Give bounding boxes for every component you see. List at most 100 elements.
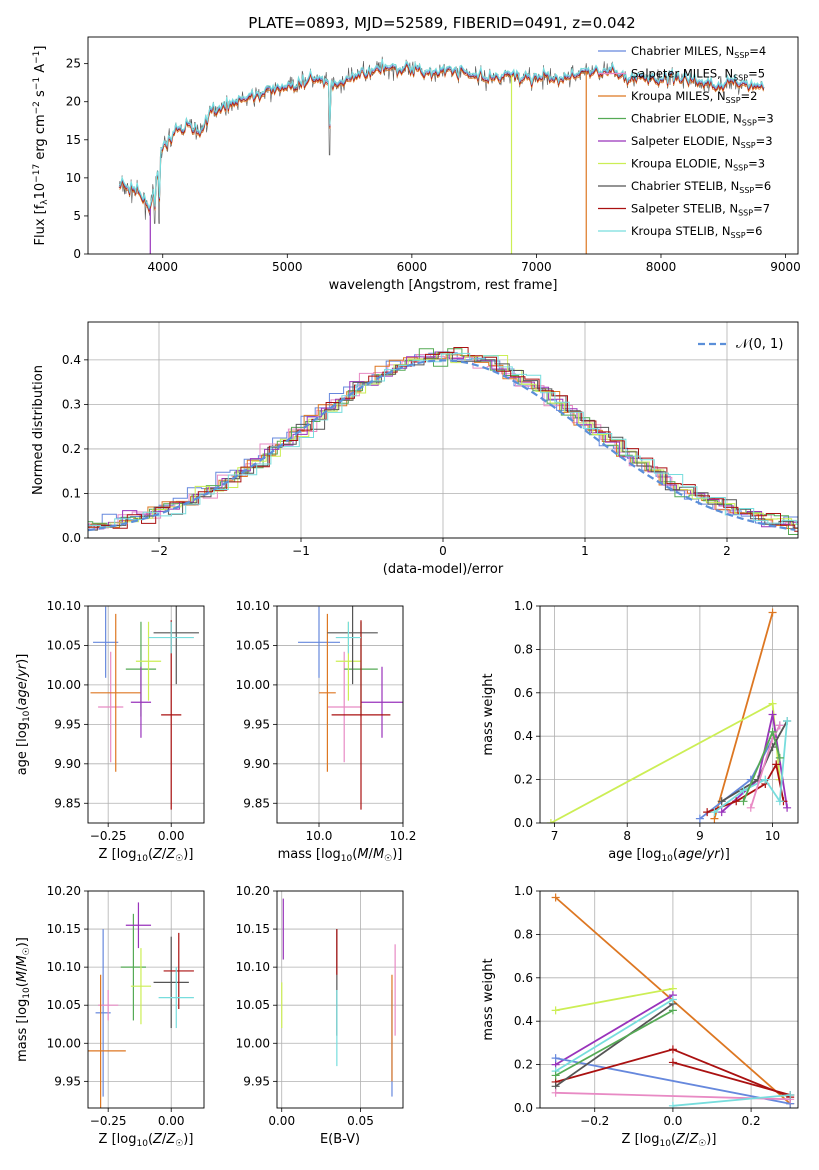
errorbar-point bbox=[130, 948, 152, 1025]
x-tick-label: 8 bbox=[623, 829, 631, 843]
errorbar-point bbox=[88, 974, 126, 1108]
y-tick-label: 10.00 bbox=[47, 678, 81, 692]
weight-marker bbox=[668, 1045, 677, 1054]
y-tick-label: 9.90 bbox=[54, 757, 81, 771]
weight-marker bbox=[695, 814, 704, 823]
y-tick-label: 10.00 bbox=[47, 1036, 81, 1050]
age_vs_Z-axes: −0.25 0.00 9.85 9.90 9.95 10.00 10.05 10.10 bbox=[47, 599, 204, 843]
errorbar-point bbox=[98, 651, 124, 763]
errorbar-point bbox=[148, 621, 194, 654]
y-tick-label: 10.05 bbox=[236, 998, 270, 1012]
x-tick-label: −0.25 bbox=[90, 829, 127, 843]
x-tick-label: 6000 bbox=[397, 260, 428, 274]
y-tick-label: 5 bbox=[73, 209, 81, 223]
x-tick-label: 7 bbox=[551, 829, 559, 843]
normal-legend-label: 𝒩(0, 1) bbox=[736, 337, 783, 352]
x-tick-label: 0.00 bbox=[268, 1114, 295, 1128]
weight-line bbox=[555, 1057, 791, 1105]
y-tick-label: 10.05 bbox=[47, 998, 81, 1012]
weight-marker bbox=[739, 786, 748, 795]
spectrum-lines bbox=[118, 56, 765, 254]
weight-line bbox=[672, 1094, 791, 1107]
mass_vs_ebv-axes: 0.00 0.05 9.95 10.00 10.05 10.10 10.15 10.20 bbox=[236, 884, 403, 1128]
weight-line bbox=[555, 987, 674, 1012]
errorbar-point bbox=[158, 967, 194, 1029]
x-tick-label: 10.2 bbox=[390, 829, 417, 843]
age_vs_mass-axes: 10.0 10.2 9.85 9.90 9.95 10.00 10.05 10.10 bbox=[236, 599, 417, 843]
x-tick-label: 0.2 bbox=[742, 1114, 761, 1128]
y-tick-label: 20 bbox=[66, 95, 81, 109]
mass_vs_Z-ylabel: mass [log10(M/M☉)] bbox=[15, 937, 32, 1062]
weight-line bbox=[555, 1009, 674, 1077]
mass_vs_ebv-xlabel: E(B-V) bbox=[320, 1132, 360, 1147]
weight_vs_Z-xlabel: Z [log10(Z/Z☉)] bbox=[622, 1132, 717, 1149]
weight-marker bbox=[761, 775, 770, 784]
y-tick-label: 0.2 bbox=[514, 773, 533, 787]
weight_vs_age-xlabel: age [log10(age/yr)] bbox=[608, 847, 730, 864]
x-tick-label: 10.0 bbox=[306, 829, 333, 843]
y-tick-label: 0.0 bbox=[62, 531, 81, 545]
residuals-frame bbox=[87, 321, 799, 539]
y-tick-label: 9.90 bbox=[243, 757, 270, 771]
errorbar-point bbox=[153, 936, 189, 1029]
age_vs_mass-xlabel: mass [log10(M/M☉)] bbox=[278, 847, 403, 864]
x-tick-label: −0.2 bbox=[580, 1114, 609, 1128]
x-tick-label: 9000 bbox=[770, 260, 801, 274]
errorbar-point bbox=[361, 666, 403, 738]
x-tick-label: 0.0 bbox=[663, 1114, 682, 1128]
legend-label: Salpeter STELIB, NSSP=7 bbox=[631, 202, 770, 218]
y-tick-label: 0.2 bbox=[514, 1058, 533, 1072]
residual-histogram bbox=[88, 347, 798, 532]
weight-marker bbox=[783, 717, 792, 726]
y-tick-label: 10.05 bbox=[47, 638, 81, 652]
age_vs_Z-frame bbox=[87, 605, 205, 824]
residuals-xlabel: (data-model)/error bbox=[383, 562, 504, 577]
weight-marker bbox=[775, 721, 784, 730]
age_vs_Z-xlabel: Z [log10(Z/Z☉)] bbox=[99, 847, 194, 864]
x-tick-label: 9 bbox=[696, 829, 704, 843]
weight-marker bbox=[739, 797, 748, 806]
errorbar-point bbox=[327, 651, 361, 763]
age_vs_Z-points bbox=[90, 606, 199, 810]
x-tick-label: 0.05 bbox=[347, 1114, 374, 1128]
x-tick-label: −1 bbox=[292, 544, 310, 558]
legend-label: Kroupa ELODIE, NSSP=3 bbox=[631, 157, 765, 173]
y-tick-label: 10.10 bbox=[47, 960, 81, 974]
errorbar-point bbox=[90, 613, 141, 772]
weight-marker bbox=[786, 1090, 795, 1099]
weight-marker bbox=[551, 1006, 560, 1015]
y-tick-label: 10.10 bbox=[47, 599, 81, 613]
mass_vs_Z-xlabel: Z [log10(Z/Z☉)] bbox=[99, 1132, 194, 1149]
x-tick-label: 2 bbox=[723, 544, 731, 558]
weight-marker bbox=[717, 808, 726, 817]
y-tick-label: 10.10 bbox=[236, 599, 270, 613]
errorbar-point bbox=[335, 621, 361, 654]
errorbar-point bbox=[130, 666, 152, 738]
y-tick-label: 10.00 bbox=[236, 1036, 270, 1050]
weight-marker bbox=[668, 1058, 677, 1067]
x-tick-label: 1 bbox=[581, 544, 589, 558]
errorbar-point bbox=[125, 902, 152, 949]
y-tick-label: 0.4 bbox=[514, 1014, 533, 1028]
y-tick-label: 9.95 bbox=[243, 1074, 270, 1088]
y-tick-label: 10 bbox=[66, 171, 81, 185]
x-tick-label: 10 bbox=[765, 829, 780, 843]
weight-line bbox=[555, 998, 674, 1072]
y-tick-label: 10.15 bbox=[47, 922, 81, 936]
weight-line bbox=[550, 702, 781, 823]
y-tick-label: 0.0 bbox=[514, 816, 533, 830]
y-tick-label: 10.15 bbox=[236, 922, 270, 936]
y-tick-label: 0.2 bbox=[62, 442, 81, 456]
x-tick-label: −2 bbox=[150, 544, 168, 558]
weight_vs_Z-series bbox=[551, 893, 795, 1108]
y-tick-label: 9.95 bbox=[54, 1074, 81, 1088]
spectrum-frame bbox=[87, 36, 799, 255]
weight-marker bbox=[775, 753, 784, 762]
legend-label: Chabrier ELODIE, NSSP=3 bbox=[631, 112, 774, 128]
weight-marker bbox=[768, 710, 777, 719]
weight_vs_age-axes: 7 8 9 10 0.0 0.2 0.4 0.6 0.8 1.0 bbox=[514, 599, 798, 843]
spectrum-axes: 4000 5000 6000 7000 8000 9000 0 5 10 15 20 25 bbox=[66, 57, 801, 274]
weight-marker bbox=[775, 797, 784, 806]
